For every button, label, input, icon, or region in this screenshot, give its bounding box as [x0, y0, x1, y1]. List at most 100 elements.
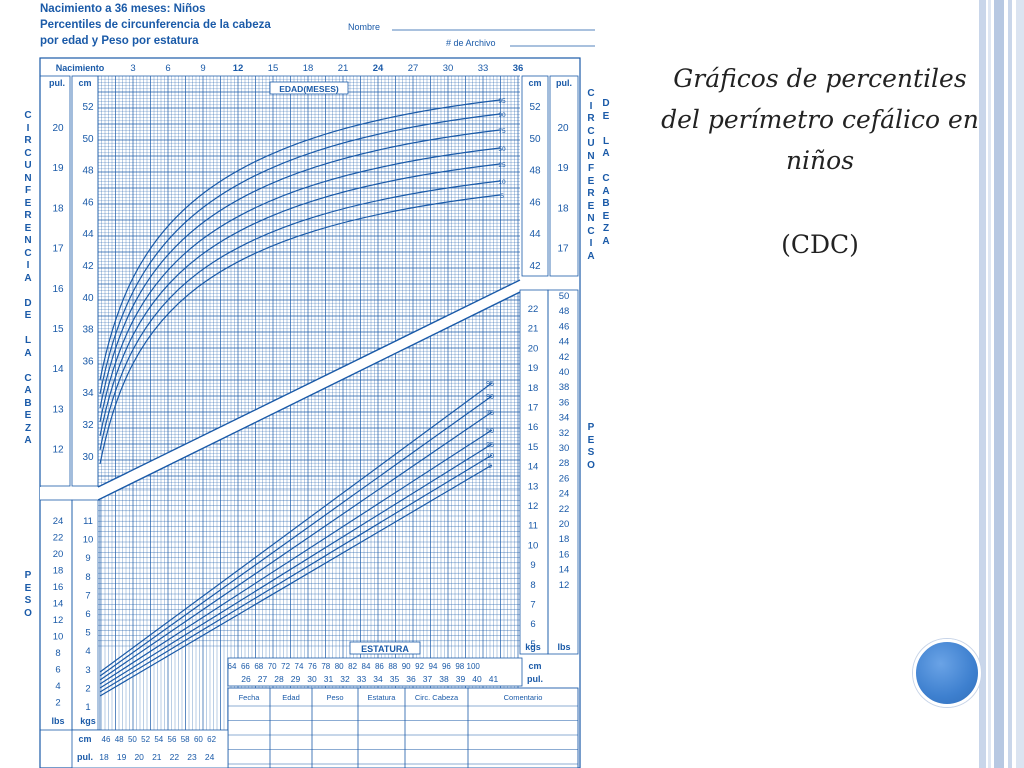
age-tick-label: 24 [373, 63, 384, 74]
age-tick-label: 15 [268, 63, 279, 74]
weight-lb-tick-left: 2 [55, 698, 60, 709]
weight-lb-tick-right: 48 [559, 306, 570, 317]
head-percentile-label: 90 [498, 112, 506, 119]
length-low-inch-unit: pul. [77, 752, 93, 762]
weight-lb-tick-left: 22 [53, 533, 64, 544]
length-low-cm-tick: 62 [207, 735, 216, 744]
weight-kg-tick-right: 15 [528, 442, 539, 453]
length-low-cm-unit: cm [78, 734, 91, 744]
weight-lb-tick-right: 36 [559, 397, 570, 408]
head-percentile-label: 50 [498, 146, 506, 153]
length-low-inch-tick: 21 [152, 752, 162, 762]
length-cm-tick: 76 [308, 662, 317, 671]
weight-kg-tick-right: 9 [530, 560, 535, 571]
decorative-rail-1 [979, 0, 986, 768]
length-cm-tick: 94 [429, 662, 438, 671]
length-cm-tick: 92 [415, 662, 424, 671]
right-inch-unit: pul. [556, 78, 572, 88]
right-cm-unit: cm [528, 78, 541, 88]
weight-percentile-line [99, 411, 493, 681]
weight-lb-tick-right: 16 [559, 549, 570, 560]
weight-lb-tick-right: 28 [559, 458, 570, 469]
length-cm-tick: 86 [375, 662, 384, 671]
head-cm-tick-left: 44 [82, 229, 94, 240]
weight-percentile-label: 10 [486, 453, 494, 460]
head-inch-tick-right: 17 [557, 244, 569, 255]
weight-percentile-line [99, 443, 493, 689]
weight-lb-tick-right: 18 [559, 534, 570, 545]
head-cm-tick-right: 46 [529, 197, 541, 208]
head-cm-tick-left: 34 [82, 388, 94, 399]
weight-lb-tick-left: 8 [55, 648, 60, 659]
age-tick-label: 33 [478, 63, 489, 74]
left-cm-unit: cm [78, 78, 91, 88]
length-low-cm-tick: 58 [181, 735, 190, 744]
record-table-header: Comentario [504, 693, 543, 702]
head-cm-tick-left: 32 [82, 420, 94, 431]
head-cm-tick-right: 44 [529, 229, 541, 240]
weight-lb-tick-right: 46 [559, 321, 570, 332]
age-tick-label: 6 [165, 63, 170, 74]
head-percentile-curve [99, 180, 501, 451]
slide-title: Gráficos de percentiles del perímetro ce… [661, 64, 979, 175]
decorative-rail-4 [1008, 0, 1012, 768]
length-low-inch-tick: 20 [134, 752, 144, 762]
age-tick-label: 21 [338, 63, 349, 74]
head-inch-tick-left: 12 [52, 445, 64, 456]
weight-percentile-line [99, 454, 493, 693]
weight-lb-tick-left: 14 [53, 599, 64, 610]
weight-lb-tick-left: 20 [53, 549, 64, 560]
estatura-axis-title: ESTATURA [361, 644, 409, 654]
head-percentile-curve [99, 129, 501, 409]
weight-lb-tick-left: 4 [55, 681, 60, 692]
length-low-cm-tick: 48 [115, 735, 124, 744]
weight-percentile-label: 5 [488, 463, 492, 470]
length-inch-tick: 30 [307, 674, 317, 684]
head-percentile-curve [99, 163, 501, 437]
weight-lb-tick-left: 24 [53, 516, 64, 527]
length-cm-tick: 90 [402, 662, 411, 671]
weight-kg-tick-left: 10 [83, 535, 94, 546]
head-percentile-label: 10 [498, 179, 506, 186]
weight-lb-tick-right: 26 [559, 473, 570, 484]
weight-kg-tick-left: 7 [85, 590, 90, 601]
weight-lb-tick-right: 30 [559, 443, 570, 454]
weight-kg-tick-right: 13 [528, 481, 539, 492]
weight-kg-tick-left: 1 [85, 702, 90, 713]
diagonal-edge-top [97, 279, 521, 488]
head-percentile-label: 75 [498, 128, 506, 135]
length-low-cm-tick: 46 [102, 735, 111, 744]
head-cm-tick-left: 48 [82, 166, 94, 177]
length-low-cm-tick: 50 [128, 735, 137, 744]
length-inch-tick: 40 [472, 674, 482, 684]
weight-percentile-line [99, 429, 493, 685]
age-tick-label: 9 [200, 63, 205, 74]
right-inch-column [549, 75, 579, 277]
length-low-cm-tick: 54 [154, 735, 163, 744]
length-low-cm-tick: 60 [194, 735, 203, 744]
age-tick-label: 27 [408, 63, 419, 74]
length-inch-tick: 38 [439, 674, 449, 684]
weight-kg-tick-left: 4 [85, 646, 90, 657]
head-inch-tick-left: 18 [52, 203, 64, 214]
age-tick-label: Nacimiento [56, 63, 105, 73]
left-inch-column [39, 75, 71, 487]
peso-right-vertical-label: P E S O [587, 422, 595, 471]
length-low-cm-tick: 56 [168, 735, 177, 744]
weight-lb-tick-right: 50 [559, 291, 570, 302]
age-axis-title: EDAD(MESES) [279, 84, 339, 94]
head-cm-tick-left: 52 [82, 102, 94, 113]
peso-left-vertical-label: P E S O [24, 570, 32, 619]
weight-kg-tick-right: 17 [528, 403, 539, 414]
weight-percentile-label: 25 [486, 442, 494, 449]
head-percentile-label: 25 [498, 162, 506, 169]
decorative-rail-3 [994, 0, 1004, 768]
weight-percentile-line [99, 464, 493, 697]
head-percentile-curve [99, 147, 501, 423]
length-inch-tick: 26 [241, 674, 251, 684]
weight-lb-tick-left: 16 [53, 582, 64, 593]
record-table-header: Estatura [368, 693, 397, 702]
weight-percentile-label: 50 [486, 428, 494, 435]
